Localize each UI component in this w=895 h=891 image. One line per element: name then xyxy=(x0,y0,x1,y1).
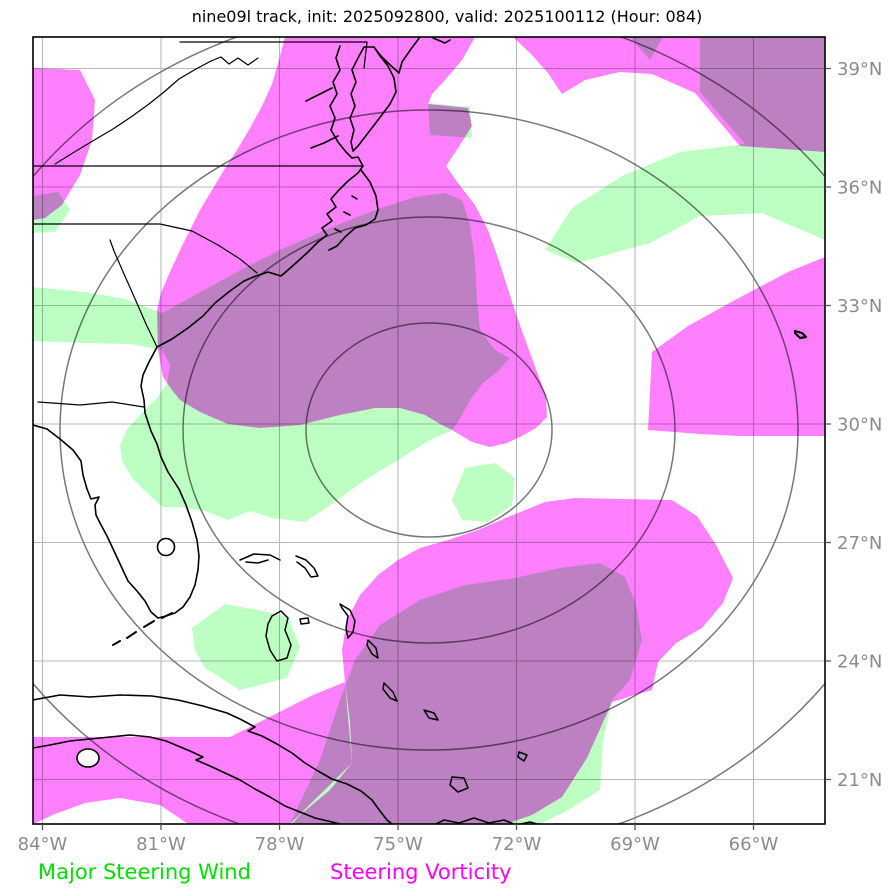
bahamas-islands xyxy=(239,553,528,793)
lat-axis: 39°N 36°N 33°N 30°N 27°N 24°N 21°N xyxy=(837,59,882,791)
vorticity-region-left-strip xyxy=(33,68,95,220)
florida-keys xyxy=(112,612,173,646)
lat-label: 21°N xyxy=(837,770,882,791)
lon-axis: 84°W 81°W 78°W 75°W 72°W 69°W 66°W xyxy=(18,834,779,855)
outer-banks-coastline xyxy=(328,169,379,251)
us-coastline xyxy=(33,37,451,619)
map-border xyxy=(32,36,826,825)
vorticity-region-mid-right xyxy=(648,257,825,436)
lat-label: 24°N xyxy=(837,652,882,673)
page-title: nine09l track, init: 2025092800, valid: … xyxy=(192,7,703,26)
lon-label: 84°W xyxy=(18,834,68,855)
lat-label: 39°N xyxy=(837,59,882,80)
vorticity-region-bottom-right xyxy=(292,498,733,824)
lon-label: 75°W xyxy=(373,834,423,855)
lat-label: 36°N xyxy=(837,178,882,199)
isle-of-youth xyxy=(76,748,100,768)
lat-label: 27°N xyxy=(837,533,882,554)
bermuda-island xyxy=(793,329,808,340)
axis-ticks xyxy=(41,67,831,830)
map-canvas xyxy=(33,37,825,824)
coastlines-layer xyxy=(33,37,808,824)
wind-region-bahamas xyxy=(192,604,300,690)
legend-steering-wind: Major Steering Wind xyxy=(38,860,251,884)
lon-label: 66°W xyxy=(729,834,779,855)
wind-region-diamond xyxy=(452,463,515,522)
lake-okeechobee xyxy=(156,537,176,557)
lat-label: 33°N xyxy=(837,296,882,317)
legend: Major Steering Wind Steering Vorticity xyxy=(38,860,512,884)
lon-label: 72°W xyxy=(492,834,542,855)
cuba-coastline xyxy=(33,694,393,824)
legend-steering-vorticity: Steering Vorticity xyxy=(330,860,512,884)
vorticity-layer xyxy=(33,37,825,824)
lon-label: 81°W xyxy=(136,834,186,855)
lat-label: 30°N xyxy=(837,415,882,436)
vorticity-region-top-band xyxy=(513,37,825,152)
lon-label: 69°W xyxy=(610,834,660,855)
lon-label: 78°W xyxy=(255,834,305,855)
vorticity-region-carolinas xyxy=(157,37,547,447)
state-borders xyxy=(33,41,368,408)
hispaniola-coastline xyxy=(434,817,561,824)
